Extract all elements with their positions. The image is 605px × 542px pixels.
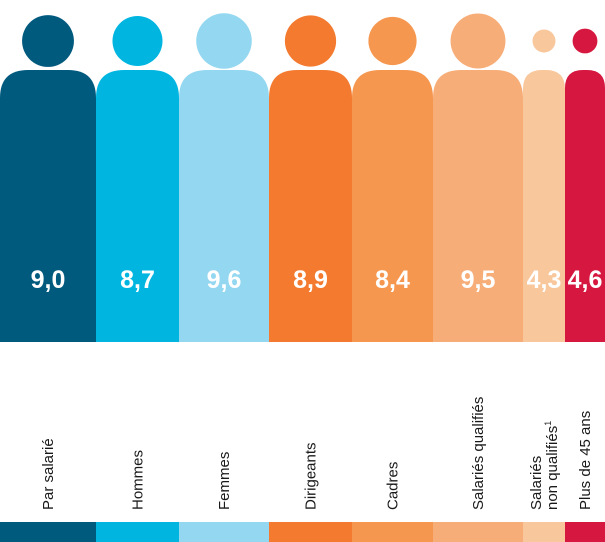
value-label-3: 8,9: [293, 266, 328, 294]
person-body-6: [523, 70, 565, 342]
strip-segment-5: [433, 522, 523, 542]
value-label-4: 8,4: [375, 266, 410, 294]
person-head-5: [450, 13, 506, 69]
person-body-2: [179, 70, 269, 342]
strip-segment-2: [179, 522, 269, 542]
strip-segment-7: [565, 522, 605, 542]
category-label-6-1: non qualifiés1: [543, 421, 561, 510]
person-body-1: [96, 70, 179, 342]
value-labels: 9,0 8,7 9,6 8,9 8,4 9,5 4,3 4,6: [31, 266, 603, 294]
person-head-6: [532, 29, 556, 53]
strip-segment-6: [523, 522, 565, 542]
category-label-0-0: Par salarié: [40, 438, 57, 510]
strip-segment-0: [0, 522, 96, 542]
category-labels: Par salarié Hommes Femmes Dirigeants Cadres S…: [40, 397, 594, 510]
value-label-2: 9,6: [207, 266, 242, 294]
value-label-1: 8,7: [120, 266, 155, 294]
strip-segment-3: [269, 522, 352, 542]
person-head-0: [22, 15, 74, 67]
person-head-7: [572, 28, 598, 54]
person-head-1: [112, 15, 163, 67]
value-label-7: 4,6: [568, 266, 603, 294]
person-body-3: [269, 70, 352, 342]
category-label-3-0: Dirigeants: [303, 442, 320, 510]
strip-segment-1: [96, 522, 179, 542]
person-head-2: [196, 13, 252, 69]
value-label-6: 4,3: [527, 266, 562, 294]
person-figures: [0, 13, 605, 342]
category-label-1-0: Hommes: [130, 450, 147, 510]
person-body-0: [0, 70, 96, 342]
category-label-4-0: Cadres: [385, 462, 402, 510]
person-head-4: [368, 16, 417, 66]
strip-segment-4: [352, 522, 433, 542]
category-label-7-0: Plus de 45 ans: [577, 411, 594, 510]
category-label-5-0: Salariés qualifiés: [470, 397, 487, 510]
value-label-0: 9,0: [31, 266, 66, 294]
person-body-7: [565, 70, 605, 342]
value-label-5: 9,5: [461, 266, 496, 294]
category-label-2-0: Femmes: [216, 452, 233, 510]
person-body-4: [352, 70, 433, 342]
person-body-5: [433, 70, 523, 342]
color-strip: [0, 522, 605, 542]
category-label-6-0: Salariés: [528, 456, 545, 510]
person-head-3: [284, 15, 337, 67]
